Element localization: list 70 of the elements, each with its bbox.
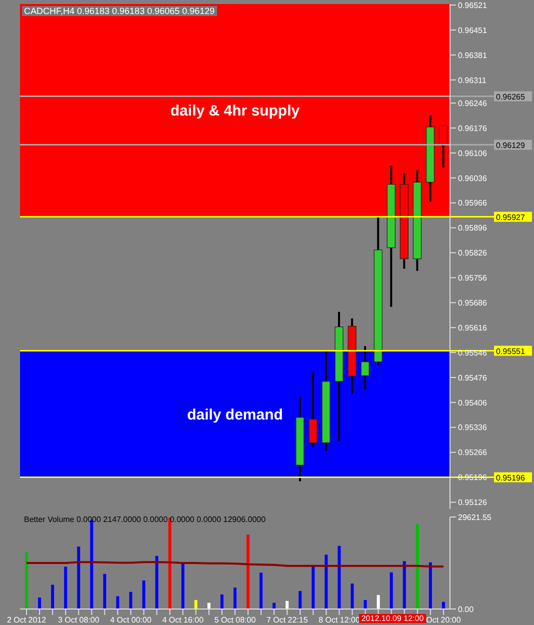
bar bbox=[64, 566, 68, 609]
ref-line-label: 0.95927 bbox=[496, 212, 526, 222]
y-tick-label: 29621.55 bbox=[458, 512, 492, 522]
bar bbox=[233, 588, 236, 609]
y-tick-label: 0.95826 bbox=[458, 248, 488, 258]
bar bbox=[77, 546, 80, 609]
x-tick-label: 4 Oct 16:00 bbox=[162, 616, 204, 625]
candlestick bbox=[360, 345, 370, 390]
y-tick-label: 0.95406 bbox=[458, 398, 488, 408]
x-tick-label: Oct 20:00 bbox=[426, 616, 462, 625]
bar bbox=[364, 600, 367, 609]
x-tick-label: 2 Oct 2012 bbox=[6, 616, 47, 625]
y-tick-label: 0.95966 bbox=[458, 198, 488, 208]
y-tick-label: 0.96106 bbox=[458, 148, 488, 158]
bar bbox=[286, 600, 289, 609]
bar bbox=[390, 572, 393, 609]
bar bbox=[416, 524, 419, 609]
bar bbox=[376, 595, 380, 609]
bar bbox=[25, 552, 28, 609]
ref-line-label: 0.96265 bbox=[496, 92, 526, 102]
y-tick-label: 0.96246 bbox=[458, 98, 488, 108]
x-tick-label: 5 Oct 08:00 bbox=[214, 616, 256, 625]
bar bbox=[260, 572, 263, 609]
ref-line-label: 0.95196 bbox=[496, 473, 526, 482]
bar bbox=[194, 600, 198, 609]
bar bbox=[428, 562, 432, 609]
y-tick-label: 0.96311 bbox=[458, 76, 487, 85]
bar bbox=[116, 596, 120, 609]
candlestick bbox=[308, 371, 318, 448]
bar bbox=[298, 590, 302, 609]
bar bbox=[181, 563, 184, 609]
bar bbox=[129, 592, 132, 609]
x-tick-label: 7 Oct 22:15 bbox=[266, 616, 308, 625]
chart-title: Better Volume 0.0000 2147.0000 0.0000 0.0000 0.0000 12906.0000 bbox=[24, 515, 266, 524]
ref-line-label: 0.96129 bbox=[496, 140, 526, 150]
y-tick-label: 0.95756 bbox=[458, 274, 488, 283]
y-tick-label: 0.95266 bbox=[458, 448, 488, 458]
ref-line-label: 0.95551 bbox=[496, 346, 526, 356]
x-tick-label: 3 Oct 08:00 bbox=[58, 616, 100, 625]
band-label: daily & 4hr supply bbox=[170, 102, 300, 120]
y-tick-label: 0.96036 bbox=[458, 174, 488, 183]
bar bbox=[103, 574, 106, 609]
y-tick-label: 0.95616 bbox=[458, 323, 488, 332]
y-tick-label: 0.95126 bbox=[458, 498, 488, 508]
y-tick-label: 0.96176 bbox=[458, 124, 488, 133]
bar bbox=[324, 554, 328, 609]
bar bbox=[38, 598, 42, 609]
bar bbox=[402, 561, 406, 609]
bar bbox=[51, 584, 54, 609]
chart-title: CADCHF,H4 0.96183 0.96183 0.96065 0.96129 bbox=[22, 6, 217, 16]
bar bbox=[142, 580, 146, 609]
bar bbox=[312, 564, 315, 609]
bar bbox=[246, 534, 250, 609]
bar bbox=[168, 518, 172, 609]
bar bbox=[155, 556, 158, 609]
x-tick-label: 4 Oct 00:00 bbox=[110, 616, 152, 625]
y-tick-label: 0.96521 bbox=[458, 0, 488, 10]
bar bbox=[350, 584, 354, 609]
bar bbox=[220, 594, 224, 609]
bar bbox=[338, 546, 341, 609]
y-tick-label: 0.95476 bbox=[458, 373, 488, 382]
y-tick-label: 0.00 bbox=[458, 604, 474, 614]
y-tick-label: 0.96451 bbox=[458, 26, 488, 35]
text: 2012.10.09 12:00 bbox=[359, 614, 426, 623]
y-tick-label: 0.96381 bbox=[458, 50, 488, 60]
y-tick-label: 0.95896 bbox=[458, 224, 488, 233]
band-label: daily demand bbox=[187, 406, 283, 424]
bar bbox=[442, 602, 445, 609]
y-tick-label: 0.95336 bbox=[458, 423, 488, 432]
y-tick-label: 0.95686 bbox=[458, 298, 488, 308]
